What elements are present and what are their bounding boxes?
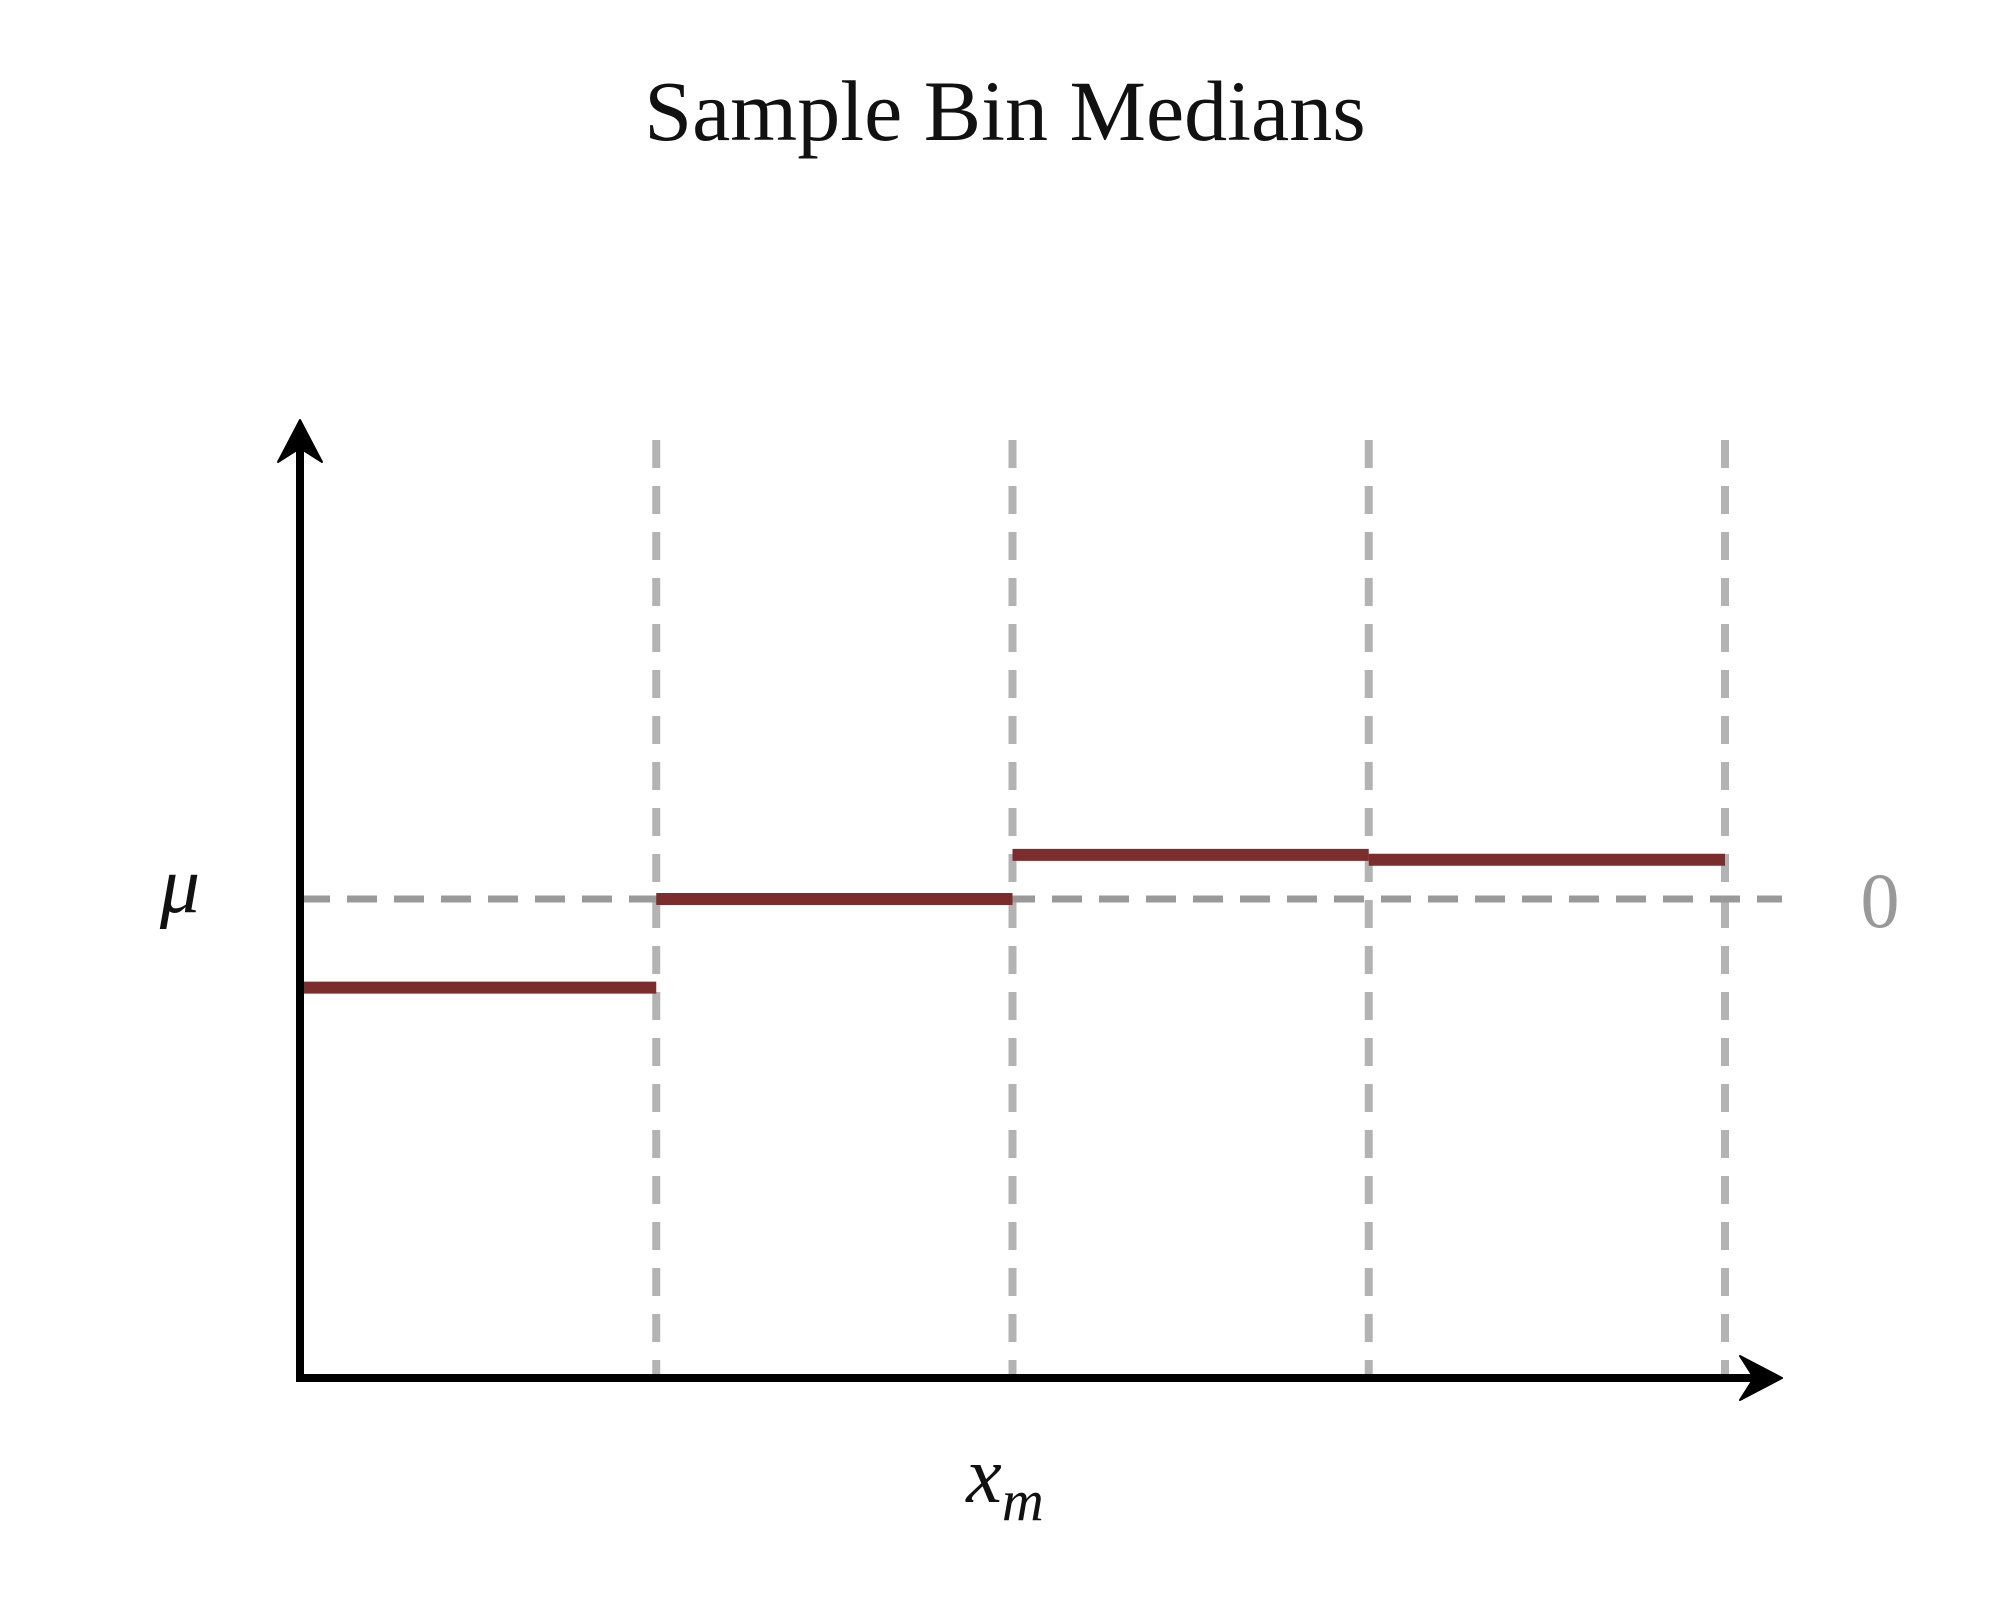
axes <box>277 419 1783 1401</box>
y-axis-label: μ <box>159 842 200 930</box>
y-axis-arrowhead <box>277 419 323 463</box>
bin-edge-lines <box>652 440 1729 1378</box>
reference-line-label: 0 <box>1861 857 1900 944</box>
chart-title: Sample Bin Medians <box>644 63 1365 159</box>
x-axis-label: xm <box>965 1432 1043 1533</box>
median-segments <box>300 848 1725 994</box>
x-axis-label-main: x <box>965 1432 1002 1520</box>
x-axis-label-subscript: m <box>1002 1468 1044 1533</box>
x-axis-arrowhead <box>1739 1355 1783 1401</box>
reference-line-group: 0 <box>300 857 1900 944</box>
